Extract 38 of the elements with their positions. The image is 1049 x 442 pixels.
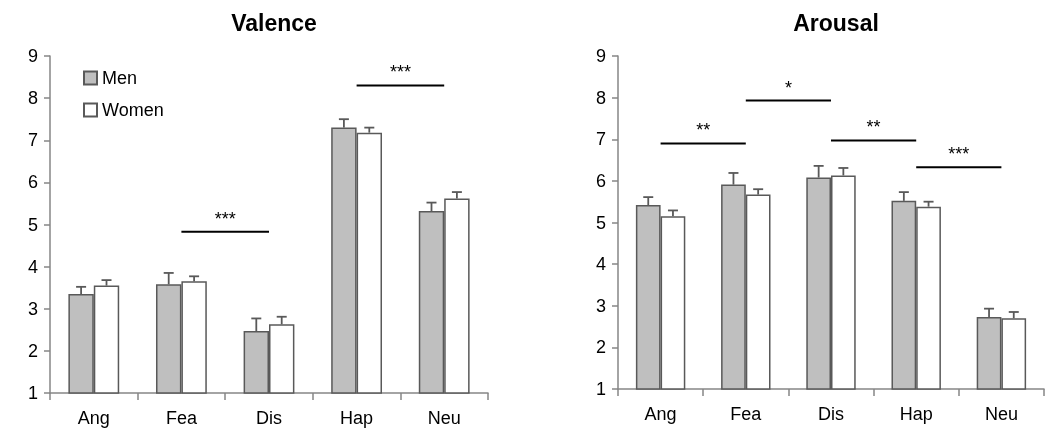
- y-tick-label: 1: [595, 379, 606, 399]
- y-tick-label: 9: [595, 46, 606, 66]
- annotation: *: [784, 77, 792, 98]
- y-tick-label: 8: [27, 88, 38, 109]
- x-tick-label: Hap: [340, 408, 374, 428]
- annotation: **: [696, 120, 711, 141]
- annotation: **: [866, 117, 881, 138]
- annotation: ***: [389, 62, 411, 83]
- x-tick-label: Fea: [730, 404, 763, 424]
- y-tick-label: 9: [27, 46, 38, 66]
- x-tick-label: Hap: [899, 404, 933, 424]
- x-tick-label: Neu: [984, 404, 1018, 424]
- x-tick-label: Neu: [427, 408, 461, 428]
- legend-label: Women: [102, 100, 164, 120]
- y-tick-label: 5: [27, 214, 38, 235]
- chart-title: Arousal: [793, 9, 879, 36]
- x-tick-label: Dis: [256, 408, 282, 428]
- y-tick-label: 1: [27, 383, 38, 403]
- x-tick-label: Ang: [77, 408, 110, 428]
- x-tick-label: Dis: [818, 404, 844, 424]
- y-tick-label: 5: [595, 212, 606, 233]
- y-tick-label: 2: [27, 340, 38, 361]
- y-tick-label: 8: [595, 87, 606, 108]
- chart-title: Valence: [231, 9, 317, 36]
- legend-label: Men: [102, 68, 138, 88]
- y-tick-label: 2: [595, 337, 606, 358]
- y-tick-label: 4: [27, 256, 38, 277]
- y-tick-label: 6: [595, 170, 606, 191]
- x-tick-label: Fea: [165, 408, 198, 428]
- y-tick-label: 3: [595, 295, 606, 316]
- y-tick-label: 7: [595, 129, 606, 150]
- y-tick-label: 7: [27, 130, 38, 151]
- y-tick-label: 6: [27, 172, 38, 193]
- y-tick-label: 4: [595, 254, 606, 275]
- x-tick-label: Ang: [644, 404, 677, 424]
- y-tick-label: 3: [27, 298, 38, 319]
- annotation: ***: [214, 208, 236, 229]
- annotation: ***: [948, 144, 970, 165]
